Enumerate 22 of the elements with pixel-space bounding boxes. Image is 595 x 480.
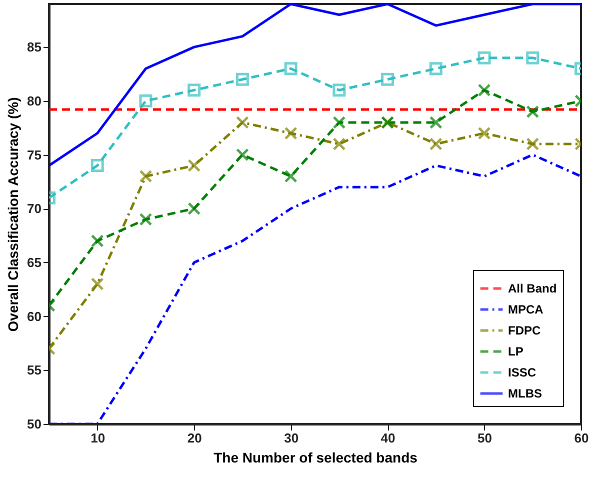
legend-label: MPCA — [508, 302, 544, 316]
x-tick-label: 50 — [478, 430, 492, 446]
legend-label: All Band — [508, 282, 557, 296]
y-axis-title: Overall Classification Accuracy (%) — [5, 97, 22, 332]
legend-label: MLBS — [508, 386, 542, 400]
y-tick-label: 60 — [27, 308, 42, 324]
x-axis-title: The Number of selected bands — [214, 450, 418, 466]
x-tick-label: 60 — [574, 430, 589, 446]
x-tick-label: 20 — [187, 430, 202, 446]
y-tick-label: 75 — [27, 147, 42, 162]
y-tick-label: 55 — [27, 362, 42, 378]
x-tick-label: 10 — [90, 430, 106, 446]
x-tick-label: 40 — [380, 430, 396, 446]
y-tick-label: 50 — [27, 416, 42, 432]
y-tick-label: 80 — [27, 93, 42, 108]
y-tick-label: 65 — [27, 254, 42, 270]
legend-label: ISSC — [508, 366, 536, 380]
y-tick-label: 85 — [27, 40, 42, 55]
y-tick-label: 70 — [27, 201, 42, 216]
x-tick-label: 30 — [284, 430, 299, 446]
legend-label: FDPC — [508, 324, 541, 338]
legend-label: LP — [508, 344, 524, 358]
